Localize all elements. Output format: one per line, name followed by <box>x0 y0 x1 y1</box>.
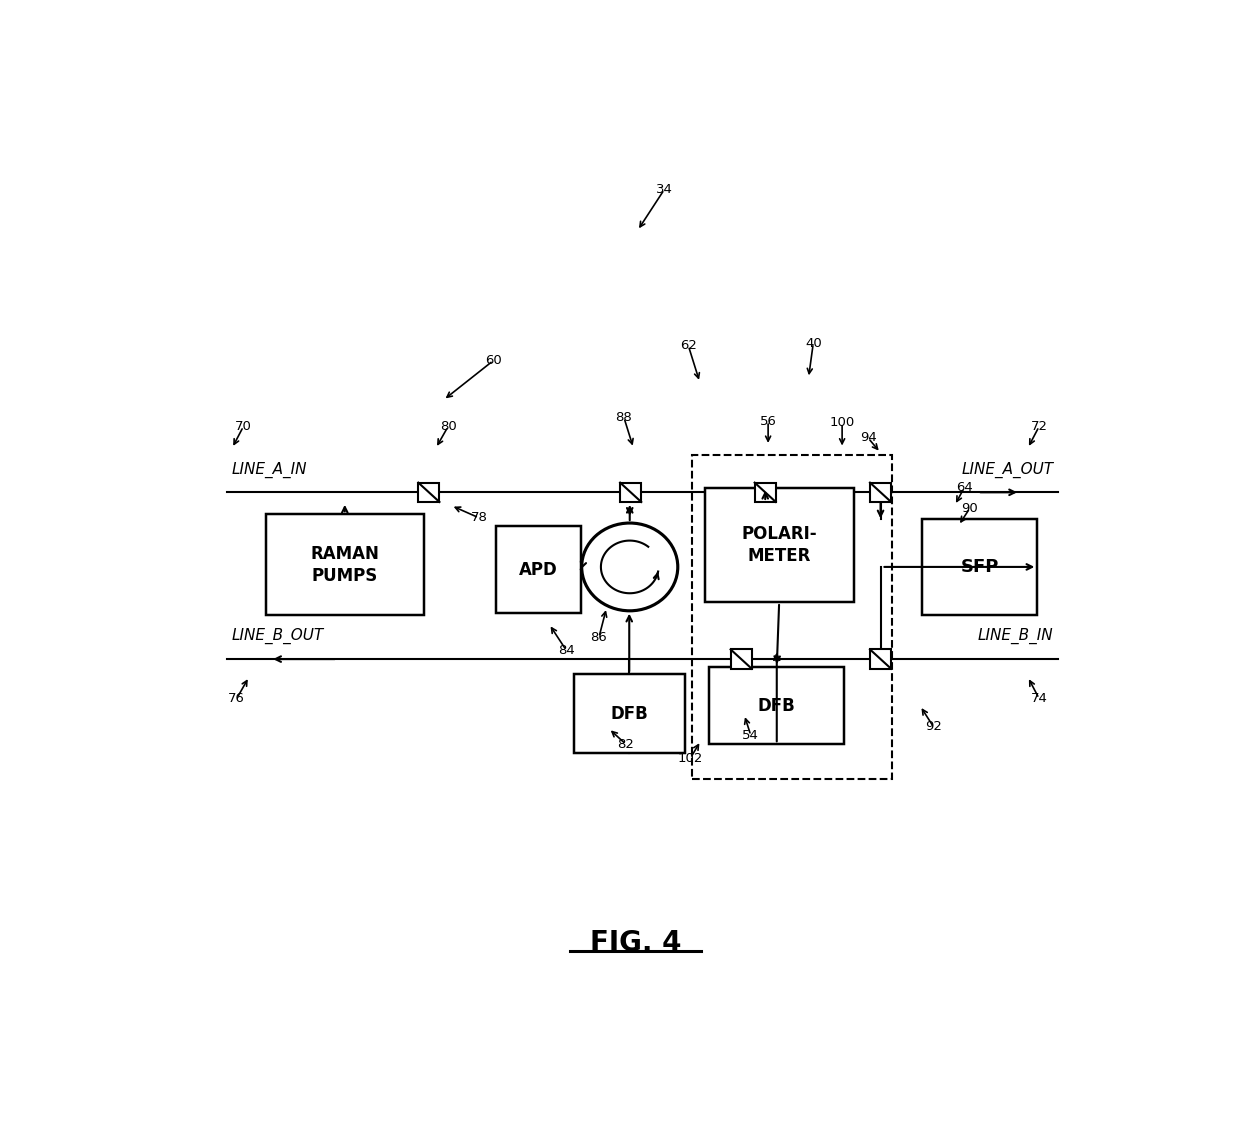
Text: SFP: SFP <box>960 557 998 576</box>
Bar <box>574 674 684 754</box>
Text: FIG. 4: FIG. 4 <box>590 929 681 956</box>
Text: 72: 72 <box>1030 420 1048 433</box>
Text: LINE_B_OUT: LINE_B_OUT <box>232 628 324 644</box>
Bar <box>418 482 439 502</box>
Text: 84: 84 <box>558 644 574 657</box>
Text: 92: 92 <box>925 720 942 733</box>
Text: DFB: DFB <box>610 705 649 723</box>
Bar <box>620 482 641 502</box>
Text: APD: APD <box>520 561 558 579</box>
Text: 56: 56 <box>760 415 776 428</box>
Text: 102: 102 <box>677 751 703 765</box>
Text: 54: 54 <box>743 728 759 742</box>
Text: 78: 78 <box>470 511 487 524</box>
Text: RAMAN
PUMPS: RAMAN PUMPS <box>310 545 379 585</box>
Bar <box>265 514 424 616</box>
Text: 34: 34 <box>656 182 673 196</box>
Bar <box>692 455 892 780</box>
Text: 70: 70 <box>234 420 252 433</box>
Text: 82: 82 <box>618 738 635 751</box>
Bar <box>496 526 580 613</box>
Bar <box>709 667 844 744</box>
Text: LINE_A_OUT: LINE_A_OUT <box>961 462 1054 478</box>
Text: 40: 40 <box>805 336 822 350</box>
Text: DFB: DFB <box>758 697 796 715</box>
Text: LINE_B_IN: LINE_B_IN <box>978 628 1054 644</box>
Bar <box>755 482 776 502</box>
Bar <box>870 650 892 669</box>
Text: 74: 74 <box>1030 692 1048 706</box>
Bar <box>921 519 1037 616</box>
Bar <box>704 488 853 602</box>
Text: 60: 60 <box>485 355 502 367</box>
Text: 64: 64 <box>956 481 972 495</box>
Text: LINE_A_IN: LINE_A_IN <box>232 462 308 478</box>
Text: 100: 100 <box>830 416 854 430</box>
Text: 94: 94 <box>859 431 877 445</box>
Text: 86: 86 <box>590 630 608 644</box>
Bar <box>730 650 751 669</box>
Text: 76: 76 <box>228 692 246 706</box>
Bar <box>870 482 892 502</box>
Text: 88: 88 <box>615 412 632 424</box>
Text: POLARI-
METER: POLARI- METER <box>742 524 817 565</box>
Text: 62: 62 <box>680 340 697 352</box>
Text: 90: 90 <box>961 502 978 514</box>
Text: 80: 80 <box>440 420 456 433</box>
